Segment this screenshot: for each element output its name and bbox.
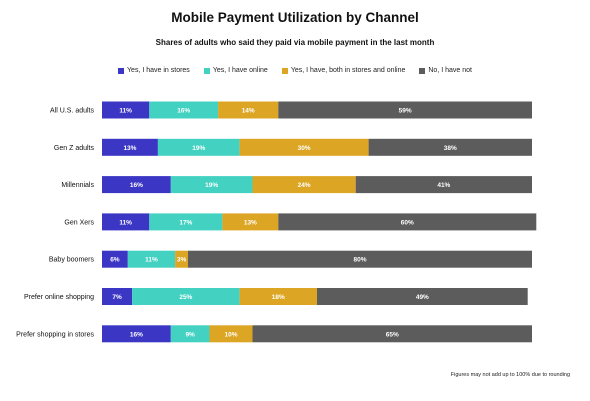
data-label-prefer-shopping-in-stores-yes-i-have-both-in-stores-and-online: 10% [224,331,237,338]
bar-segment-gen-z-adults-yes-i-have-online [157,138,240,156]
legend-item-both: Yes, I have, both in stores and online [281,67,406,74]
data-label-prefer-shopping-in-stores-no-i-have-not: 65% [386,331,399,338]
data-label-baby-boomers-yes-i-have-in-stores: 6% [110,257,120,264]
bar-segment-millennials-yes-i-have-online [170,176,253,194]
data-label-baby-boomers-yes-i-have-both-in-stores-and-online: 3% [177,257,187,264]
bar-segment-all-u-s-adults-yes-i-have-online [149,101,219,119]
bar-segment-prefer-shopping-in-stores-yes-i-have-in-stores [102,325,171,343]
category-label-prefer-shopping-in-stores: Prefer shopping in stores [16,331,94,338]
data-label-all-u-s-adults-yes-i-have-online: 16% [177,108,190,115]
data-label-baby-boomers-no-i-have-not: 80% [353,257,366,264]
data-label-baby-boomers-yes-i-have-online: 11% [145,257,158,264]
data-label-all-u-s-adults-no-i-have-not: 59% [399,108,412,115]
category-label-gen-xers: Gen Xers [64,219,94,226]
data-label-gen-z-adults-yes-i-have-online: 19% [192,145,205,152]
data-label-all-u-s-adults-yes-i-have-both-in-stores-and-online: 14% [242,108,255,115]
bar-segment-millennials-yes-i-have-in-stores [102,176,171,194]
legend-label-in-stores: Yes, I have in stores [127,67,190,74]
category-label-gen-z-adults: Gen Z adults [54,145,95,152]
bar-segment-baby-boomers-no-i-have-not [188,250,532,268]
legend-swatch-in-stores [118,67,125,74]
bar-segment-gen-z-adults-no-i-have-not [368,138,532,156]
bar-segment-all-u-s-adults-no-i-have-not [278,101,532,119]
bar-segment-gen-z-adults-yes-i-have-in-stores [102,138,158,156]
bar-segment-baby-boomers-yes-i-have-online [127,250,176,268]
data-label-gen-xers-yes-i-have-in-stores: 11% [119,219,132,226]
category-label-baby-boomers: Baby boomers [49,257,95,264]
data-label-prefer-shopping-in-stores-yes-i-have-online: 9% [185,331,195,338]
data-label-gen-xers-no-i-have-not: 60% [401,219,414,226]
chart-subtitle: Shares of adults who said they paid via … [155,38,435,47]
bar-segment-all-u-s-adults-yes-i-have-both-in-stores-and-online [218,101,279,119]
bar-segment-prefer-shopping-in-stores-yes-i-have-both-in-stores-and-online [209,325,253,343]
data-label-millennials-yes-i-have-online: 19% [205,182,218,189]
data-label-prefer-online-shopping-yes-i-have-both-in-stores-and-online: 18% [272,294,285,301]
legend-label-online: Yes, I have online [212,67,268,74]
bar-segment-gen-xers-yes-i-have-in-stores [102,213,150,231]
bar-segment-gen-xers-yes-i-have-online [149,213,223,231]
bar-segment-gen-z-adults-yes-i-have-both-in-stores-and-online [239,138,369,156]
legend-swatch-both [281,67,288,74]
bar-segment-prefer-online-shopping-yes-i-have-online [132,288,240,305]
bar-segment-millennials-no-i-have-not [355,176,532,194]
chart-footnote: Figures may not add up to 100% due to ro… [450,372,570,378]
data-label-gen-z-adults-yes-i-have-both-in-stores-and-online: 30% [298,145,311,152]
category-label-millennials: Millennials [61,182,94,189]
data-label-gen-xers-yes-i-have-online: 17% [179,219,192,226]
category-label-prefer-online-shopping: Prefer online shopping [24,294,94,301]
data-label-prefer-online-shopping-no-i-have-not: 49% [416,294,429,301]
bar-segment-prefer-shopping-in-stores-no-i-have-not [252,325,532,343]
bar-segment-gen-xers-no-i-have-not [278,213,537,231]
legend-item-online: Yes, I have online [203,67,268,74]
legend-label-both: Yes, I have, both in stores and online [290,67,406,74]
legend-item-in-stores: Yes, I have in stores [118,67,190,74]
data-label-millennials-no-i-have-not: 41% [437,182,450,189]
bar-segment-prefer-online-shopping-no-i-have-not [317,288,528,305]
data-label-prefer-shopping-in-stores-yes-i-have-in-stores: 16% [130,331,143,338]
bar-segment-prefer-online-shopping-yes-i-have-both-in-stores-and-online [239,288,317,305]
chart-legend: Yes, I have in stores Yes, I have online… [0,67,590,74]
bar-segment-millennials-yes-i-have-both-in-stores-and-online [252,176,356,194]
legend-swatch-online [203,67,210,74]
bar-segment-gen-xers-yes-i-have-both-in-stores-and-online [222,213,279,231]
data-label-all-u-s-adults-yes-i-have-in-stores: 11% [119,108,132,115]
data-label-gen-z-adults-yes-i-have-in-stores: 13% [123,145,136,152]
data-label-gen-xers-yes-i-have-both-in-stores-and-online: 13% [244,219,257,226]
data-label-millennials-yes-i-have-both-in-stores-and-online: 24% [298,182,311,189]
bar-segment-all-u-s-adults-yes-i-have-in-stores [102,101,150,119]
data-label-prefer-online-shopping-yes-i-have-online: 25% [179,294,192,301]
category-label-all-u-s-adults: All U.S. adults [50,108,94,115]
data-label-gen-z-adults-no-i-have-not: 38% [444,145,457,152]
legend-label-not: No, I have not [428,67,472,74]
bar-segment-baby-boomers-yes-i-have-in-stores [102,250,128,268]
bar-segment-prefer-online-shopping-yes-i-have-in-stores [102,288,133,305]
data-label-prefer-online-shopping-yes-i-have-in-stores: 7% [112,294,122,301]
legend-item-not: No, I have not [419,67,472,74]
legend-swatch-not [419,67,426,74]
chart-title: Mobile Payment Utilization by Channel [171,10,419,25]
bar-segment-prefer-shopping-in-stores-yes-i-have-online [170,325,210,343]
bar-segment-baby-boomers-yes-i-have-both-in-stores-and-online [175,250,188,268]
data-label-millennials-yes-i-have-in-stores: 16% [130,182,143,189]
